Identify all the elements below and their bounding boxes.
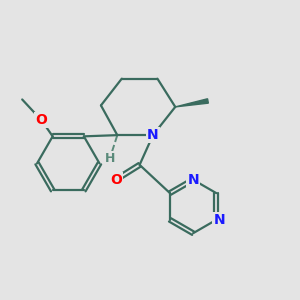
Text: O: O — [110, 173, 122, 187]
Text: H: H — [105, 152, 115, 165]
Polygon shape — [175, 99, 208, 107]
Text: N: N — [147, 128, 159, 142]
Text: N: N — [213, 213, 225, 227]
Text: N: N — [187, 173, 199, 187]
Text: O: O — [36, 113, 47, 127]
